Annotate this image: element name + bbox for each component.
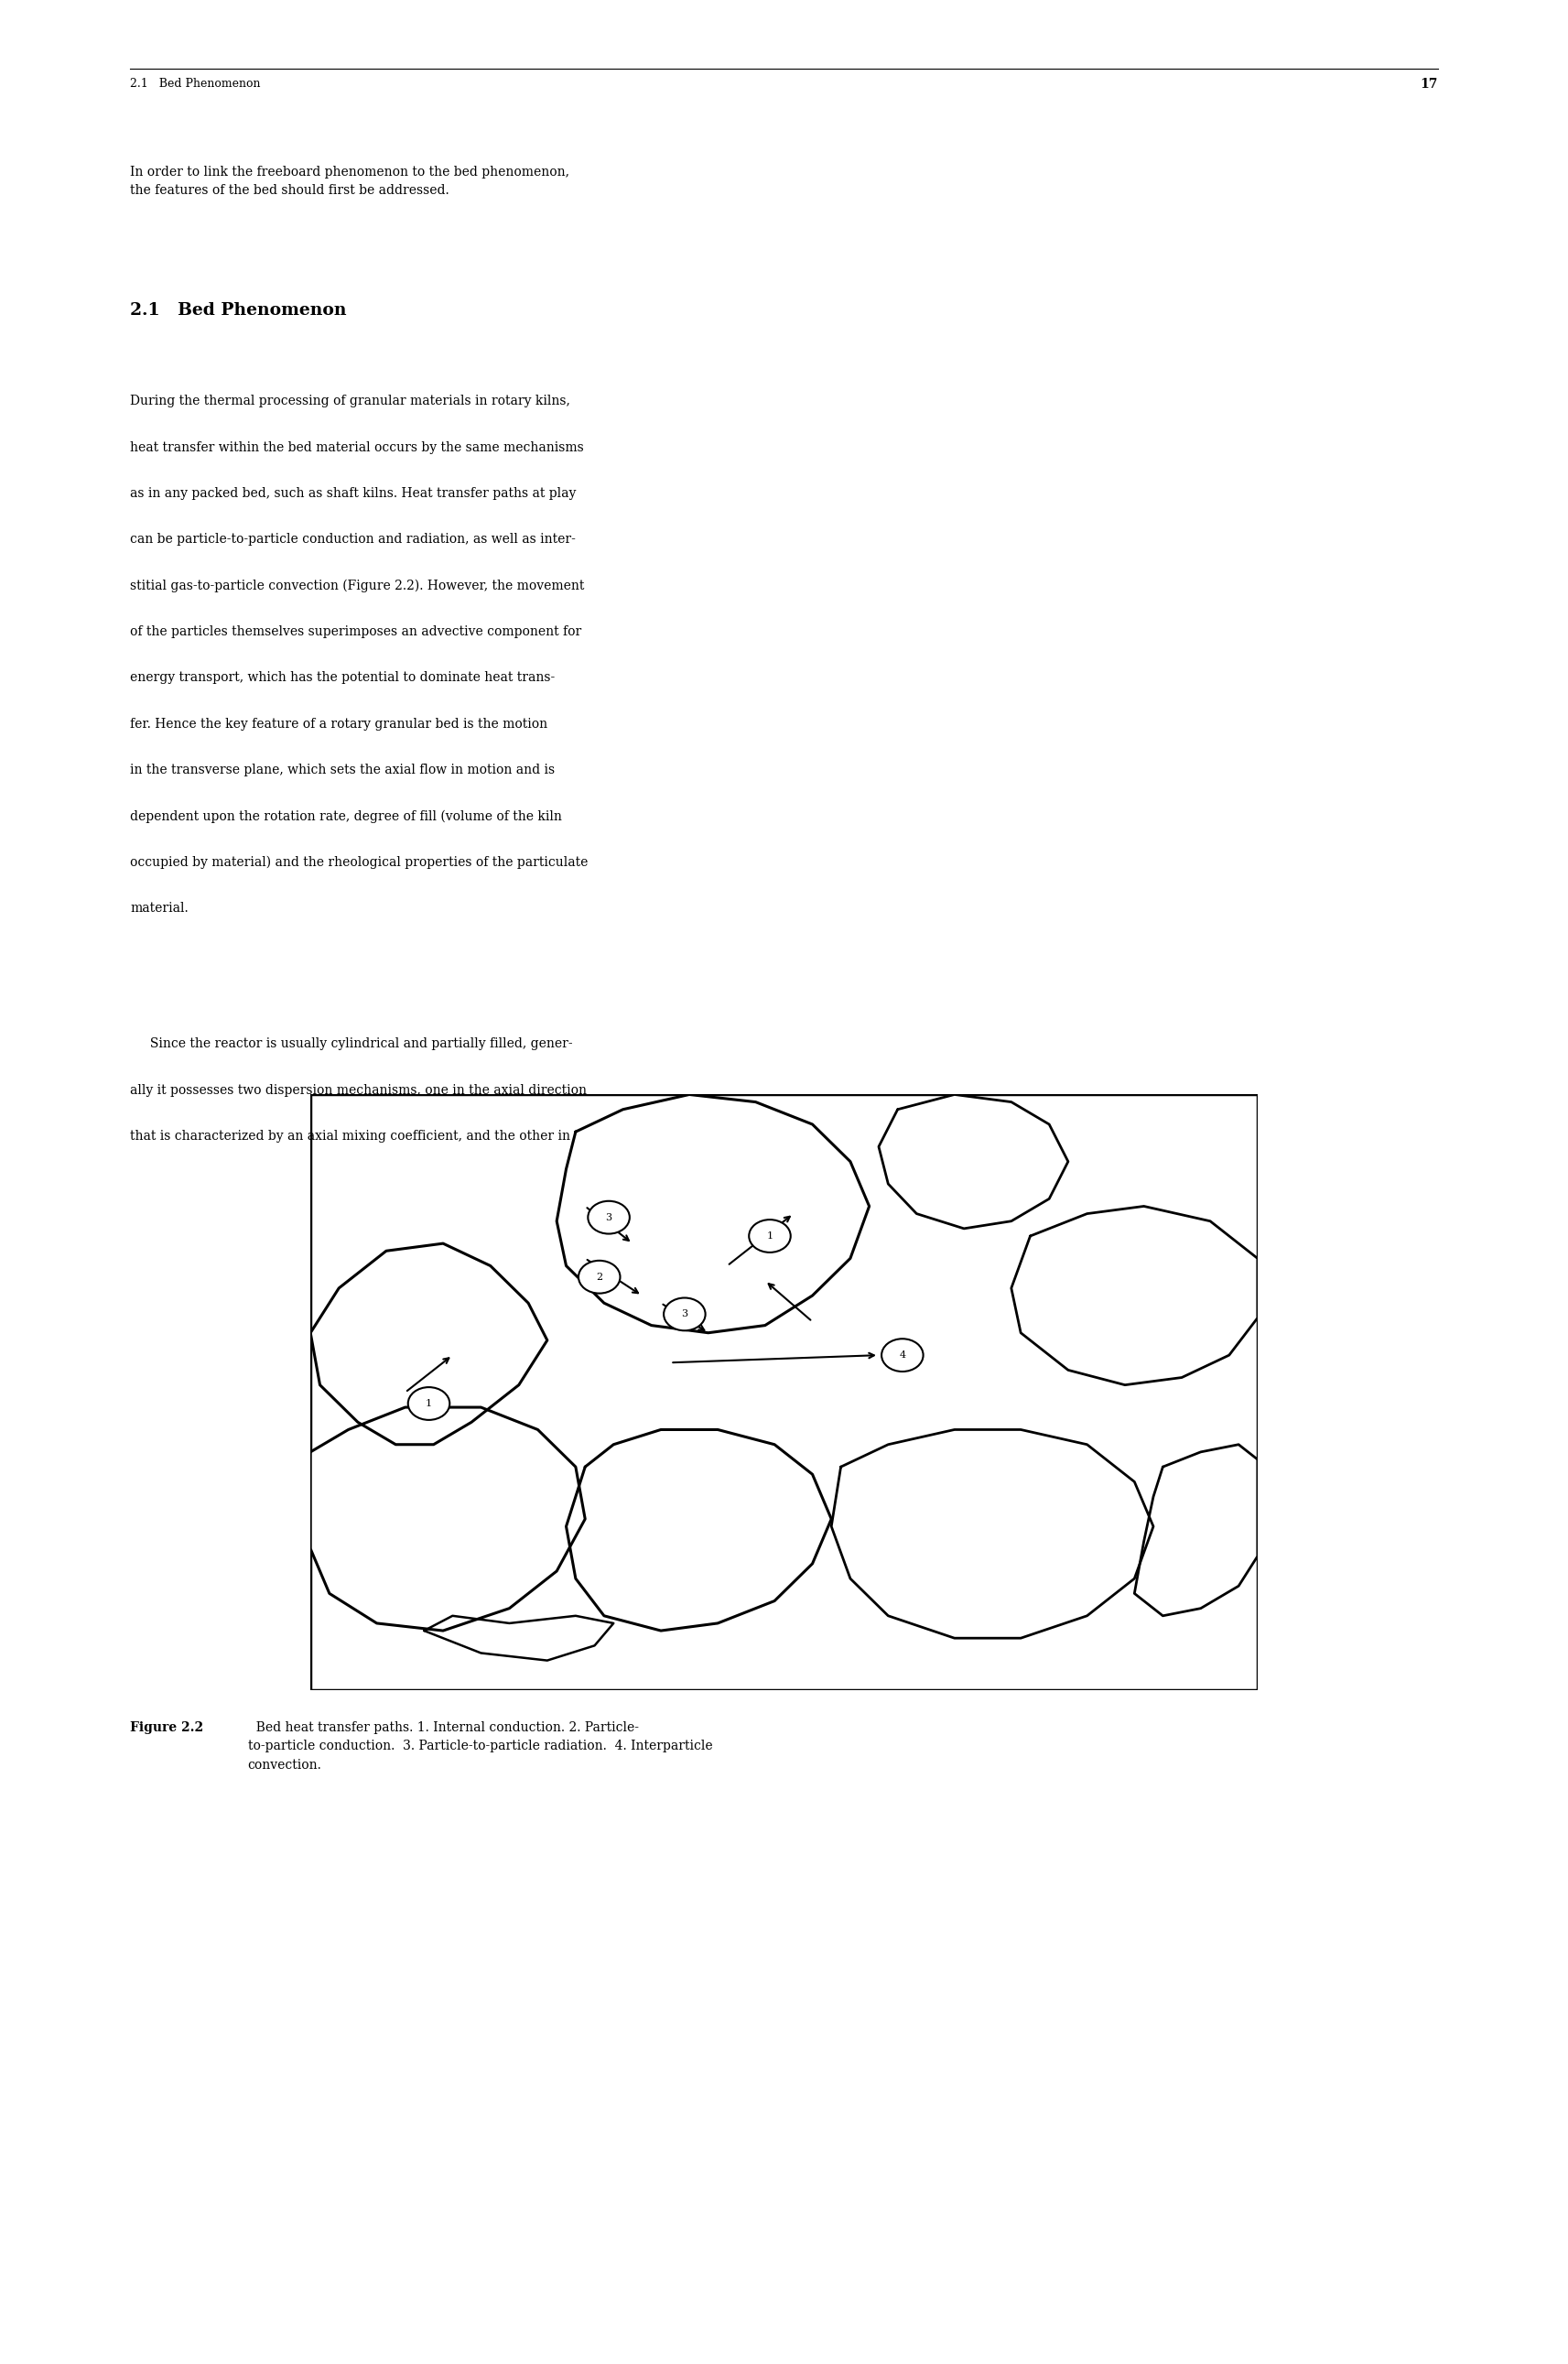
Text: Bed heat transfer paths. 1. Internal conduction. 2. Particle-
to-particle conduc: Bed heat transfer paths. 1. Internal con… xyxy=(248,1721,712,1771)
Text: can be particle-to-particle conduction and radiation, as well as inter-: can be particle-to-particle conduction a… xyxy=(130,532,575,546)
Circle shape xyxy=(750,1220,790,1253)
Circle shape xyxy=(663,1298,706,1331)
Polygon shape xyxy=(831,1430,1154,1638)
Circle shape xyxy=(588,1201,630,1234)
Polygon shape xyxy=(1134,1444,1258,1617)
Text: During the thermal processing of granular materials in rotary kilns,: During the thermal processing of granula… xyxy=(130,395,571,407)
Circle shape xyxy=(881,1338,924,1371)
Text: energy transport, which has the potential to dominate heat trans-: energy transport, which has the potentia… xyxy=(130,671,555,683)
Text: in the transverse plane, which sets the axial flow in motion and is: in the transverse plane, which sets the … xyxy=(130,764,555,775)
Text: heat transfer within the bed material occurs by the same mechanisms: heat transfer within the bed material oc… xyxy=(130,440,583,454)
Polygon shape xyxy=(557,1095,869,1333)
Text: dependent upon the rotation rate, degree of fill (volume of the kiln: dependent upon the rotation rate, degree… xyxy=(130,808,561,823)
Circle shape xyxy=(579,1260,621,1293)
Text: 2.1   Bed Phenomenon: 2.1 Bed Phenomenon xyxy=(130,78,260,90)
Polygon shape xyxy=(310,1243,547,1444)
Polygon shape xyxy=(1011,1206,1258,1385)
Text: ally it possesses two dispersion mechanisms, one in the axial direction: ally it possesses two dispersion mechani… xyxy=(130,1083,586,1097)
Text: 2.1   Bed Phenomenon: 2.1 Bed Phenomenon xyxy=(130,303,347,319)
Polygon shape xyxy=(566,1430,831,1631)
Text: 3: 3 xyxy=(605,1213,612,1222)
Text: as in any packed bed, such as shaft kilns. Heat transfer paths at play: as in any packed bed, such as shaft kiln… xyxy=(130,487,577,499)
Text: Figure 2.2: Figure 2.2 xyxy=(130,1721,204,1733)
Polygon shape xyxy=(423,1617,613,1660)
Polygon shape xyxy=(310,1407,585,1631)
Text: 1: 1 xyxy=(425,1399,433,1409)
Text: 17: 17 xyxy=(1421,78,1438,90)
Text: occupied by material) and the rheological properties of the particulate: occupied by material) and the rheologica… xyxy=(130,856,588,870)
Text: of the particles themselves superimposes an advective component for: of the particles themselves superimposes… xyxy=(130,624,582,638)
Polygon shape xyxy=(878,1095,1068,1229)
Text: fer. Hence the key feature of a rotary granular bed is the motion: fer. Hence the key feature of a rotary g… xyxy=(130,719,547,730)
Text: 2: 2 xyxy=(596,1272,602,1281)
Text: In order to link the freeboard phenomenon to the bed phenomenon,
the features of: In order to link the freeboard phenomeno… xyxy=(130,165,569,196)
Text: 4: 4 xyxy=(898,1350,906,1359)
Text: material.: material. xyxy=(130,903,188,915)
Text: 3: 3 xyxy=(682,1310,688,1319)
Circle shape xyxy=(408,1388,450,1421)
Text: that is characterized by an axial mixing coefficient, and the other in: that is characterized by an axial mixing… xyxy=(130,1130,571,1142)
Text: stitial gas-to-particle convection (Figure 2.2). However, the movement: stitial gas-to-particle convection (Figu… xyxy=(130,579,585,593)
Text: Since the reactor is usually cylindrical and partially filled, gener-: Since the reactor is usually cylindrical… xyxy=(130,1038,572,1050)
Text: 1: 1 xyxy=(767,1232,773,1241)
